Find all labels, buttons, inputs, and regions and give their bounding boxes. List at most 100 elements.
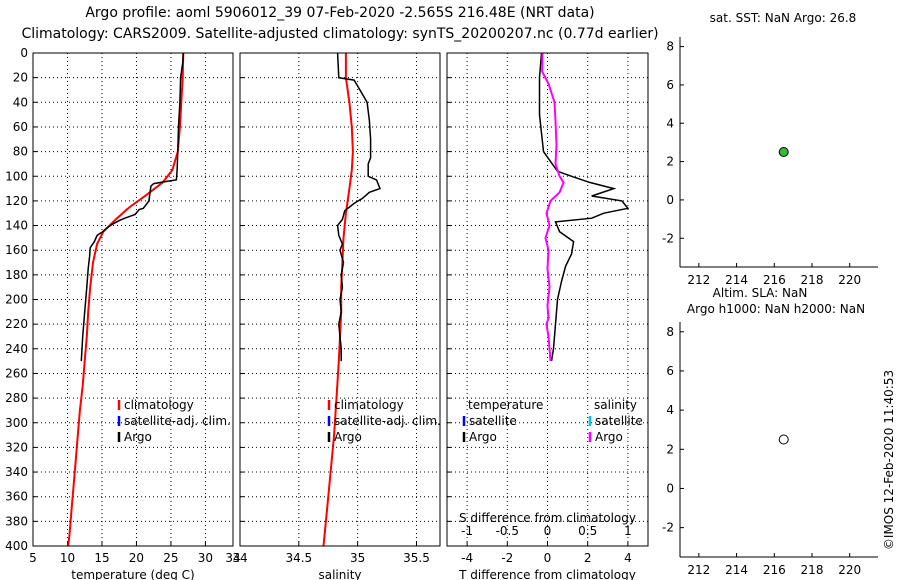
sla-subtitle: Argo h1000: NaN h2000: NaN [687,302,865,316]
depth-tick-label: 80 [13,145,28,159]
difference-xlabel: T difference from climatology [458,568,636,580]
difference-top-tick-label: 0.5 [578,524,597,538]
salinity-x-tick-label: 35.5 [403,551,430,565]
depth-tick-label: 260 [5,366,28,380]
sla-y-tick-label: 8 [666,325,674,339]
salinity-series-climatology [322,53,354,547]
sla-point [778,434,789,445]
sst-y-tick-label: 0 [666,193,674,207]
difference-x-tick-label: -4 [461,551,473,565]
figure-title-line1: Argo profile: aoml 5906012_39 07-Feb-202… [85,5,595,21]
sla-x-tick-label: 216 [763,563,786,577]
difference-top-xlabel: S difference from climatology [459,511,636,525]
temperature-x-tick-label: 5 [29,551,37,565]
salinity-x-tick-label: 35 [350,551,365,565]
salinity-legend-1-label: satellite-adj. clim. [334,414,441,428]
depth-tick-label: 340 [5,465,28,479]
salinity-frame [239,52,441,547]
sla-x-tick-label: 218 [801,563,824,577]
temperature-frame [32,52,234,547]
salinity-x-tick-label: 34 [232,551,247,565]
sst-y-tick-label: 2 [666,155,674,169]
sla-x-tick-label: 220 [838,563,861,577]
sla-y-tick-label: 6 [666,364,674,378]
temperature-x-tick-label: 34 [225,551,240,565]
sla-y-tick-label: 0 [666,481,674,495]
sla-x-tick-label: 214 [725,563,748,577]
temperature-x-tick-label: 30 [198,551,213,565]
temperature-x-tick-label: 15 [94,551,109,565]
difference-top-tick-label: -1 [461,524,473,538]
sst-x-tick-label: 220 [838,273,861,287]
sla-x-tick-label: 212 [687,563,710,577]
temperature-x-tick-label: 25 [163,551,178,565]
salinity-series-argo [336,52,381,362]
difference-legend-t-satellite-label: satellite [469,414,517,428]
difference-frame [446,52,649,547]
depth-tick-label: 180 [5,268,28,282]
depth-tick-label: 360 [5,490,28,504]
difference-x-tick-label: -2 [501,551,513,565]
sst-point [778,147,789,157]
sla-y-tick-label: 4 [666,403,674,417]
depth-tick-label: 140 [5,219,28,233]
difference-x-tick-label: 4 [624,551,632,565]
depth-tick-label: 320 [5,440,28,454]
difference-legend-title-t: temperature [468,398,543,412]
difference-legend-s-argo-label: Argo [595,430,623,444]
difference-series-t-argo [538,52,630,362]
depth-tick-label: 280 [5,391,28,405]
depth-tick-label: 380 [5,514,28,528]
difference-legend-title-s: salinity [594,398,637,412]
difference-legend-s-satellite-label: satellite [595,414,643,428]
temperature-legend-2-label: Argo [124,430,152,444]
sla-y-tick-label: 2 [666,442,674,456]
depth-tick-label: 240 [5,342,28,356]
depth-tick-label: 220 [5,317,28,331]
sla-title: Altim. SLA: NaN [713,286,808,300]
depth-tick-label: 40 [13,95,28,109]
sst-y-tick-label: 8 [666,40,674,54]
depth-tick-label: 200 [5,293,28,307]
depth-tick-label: 160 [5,243,28,257]
temperature-xlabel: temperature (deg C) [71,568,194,580]
temperature-legend-0-label: climatology [124,398,194,412]
salinity-legend-2-label: Argo [334,430,362,444]
temperature-series-argo [80,52,185,362]
depth-tick-label: 400 [5,539,28,553]
difference-top-tick-label: 0 [544,524,552,538]
difference-top-tick-label: -0.5 [496,524,519,538]
sst-x-tick-label: 214 [725,273,748,287]
depth-tick-label: 0 [20,46,28,60]
depth-tick-label: 300 [5,416,28,430]
depth-tick-label: 100 [5,169,28,183]
sst-title: sat. SST: NaN Argo: 26.8 [710,11,857,25]
difference-legend-t-argo-label: Argo [469,430,497,444]
sst-panel: 212 214 216 218 220 -2 0 2 4 6 8 sat. SST: NaN Argo… [662,11,878,287]
sst-x-tick-label: 212 [687,273,710,287]
temperature-legend-1-label: satellite-adj. clim. [124,414,231,428]
salinity-panel: 34 34.5 35 35.5 salinity climatology satellite… [232,52,441,580]
temperature-x-tick-label: 10 [60,551,75,565]
sst-y-tick-label: 6 [666,78,674,92]
difference-series-s-argo [541,52,565,362]
sla-panel: 212 214 216 218 220 -2 0 2 4 6 8 Altim. SLA: NaN Arg… [662,286,878,577]
depth-tick-label: 20 [13,71,28,85]
sst-y-tick-label: -2 [662,231,674,245]
sst-y-tick-label: 4 [666,116,674,130]
temperature-x-tick-label: 20 [129,551,144,565]
temperature-panel: 0 20 40 60 80 100 120 140 160 180 200 220 240 260 280 3… [5,46,241,580]
salinity-xlabel: salinity [318,568,361,580]
salinity-x-tick-label: 34.5 [285,551,312,565]
difference-panel: -4 -2 0 2 4 T difference from climatology -1 -0… [446,52,649,580]
difference-x-tick-label: 0 [544,551,552,565]
difference-top-tick-label: 1 [624,524,632,538]
sst-x-tick-label: 218 [801,273,824,287]
depth-tick-label: 120 [5,194,28,208]
sla-y-tick-label: -2 [662,521,674,535]
salinity-legend-0-label: climatology [334,398,404,412]
timestamp-label: ©IMOS 12-Feb-2020 11:40:53 [882,370,896,550]
figure-title-line2: Climatology: CARS2009. Satellite-adjuste… [21,26,659,42]
sst-x-tick-label: 216 [763,273,786,287]
